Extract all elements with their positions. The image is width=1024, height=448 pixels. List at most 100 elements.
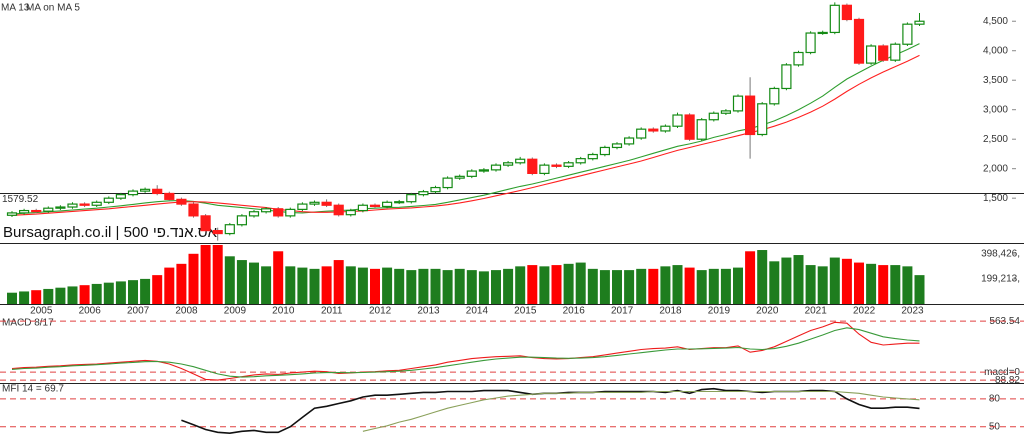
volume-bar <box>854 262 864 304</box>
volume-bar <box>575 262 586 304</box>
candle-body <box>55 206 66 209</box>
candle-body <box>333 204 344 216</box>
volume-bar <box>793 255 804 304</box>
volume-bar <box>805 265 816 304</box>
volume-bar <box>527 265 538 304</box>
candle-body <box>164 192 175 200</box>
volume-bar <box>333 260 344 304</box>
y-tick-label: 3,000 <box>983 104 1008 115</box>
candle-body <box>902 23 913 45</box>
volume-bar <box>454 268 465 304</box>
candle-body <box>321 201 332 206</box>
candle-body <box>527 158 538 175</box>
legend-entry: MA 13 <box>1 3 30 14</box>
volume-bar <box>285 266 296 304</box>
candle-body <box>309 201 320 205</box>
pane-title: MFI 14 = 69.7 <box>2 384 64 395</box>
x-tick-label: 2018 <box>659 306 682 317</box>
candle-body <box>369 204 381 208</box>
candle-body <box>648 128 659 132</box>
x-tick-label: 2005 <box>30 306 53 317</box>
y-tick-label: 4,500 <box>983 16 1008 27</box>
candle-body <box>345 209 356 216</box>
candle-body <box>841 4 853 21</box>
volume-bar <box>176 263 187 304</box>
y-tick-label: 2,000 <box>983 163 1008 174</box>
candle-body <box>79 203 90 206</box>
candle-body <box>406 194 417 203</box>
volume-bar <box>708 268 719 304</box>
volume-bar <box>745 251 756 304</box>
volume-bar <box>624 270 635 304</box>
volume-bar <box>249 262 259 304</box>
candle-body <box>394 201 405 204</box>
x-tick-label: 2020 <box>756 306 779 317</box>
x-tick-label: 2006 <box>79 306 102 317</box>
volume-bar <box>406 270 417 304</box>
volume-bar <box>757 250 768 304</box>
y-tick-label: 2,500 <box>983 134 1008 145</box>
x-tick-label: 2017 <box>611 306 634 317</box>
volume-bar <box>515 266 526 304</box>
volume-bar <box>781 257 792 304</box>
candle-body <box>696 119 707 140</box>
candle-body <box>878 45 889 61</box>
candle-body <box>297 203 308 210</box>
candle-body <box>442 177 453 189</box>
pane-title: MACD 8/17 <box>2 318 54 329</box>
volume-bar <box>829 257 840 304</box>
candle-body <box>212 230 223 235</box>
volume-bar <box>696 270 707 304</box>
candle-body <box>454 175 465 179</box>
candle-body <box>817 31 828 35</box>
candle-body <box>67 203 78 208</box>
y-tick-label: 4,000 <box>983 45 1008 56</box>
candle-body <box>829 4 840 34</box>
candle-body <box>466 170 477 177</box>
volume-bar <box>648 268 659 304</box>
x-tick-label: 2010 <box>272 306 295 317</box>
candle-body <box>43 207 54 212</box>
volume-bar <box>273 251 284 304</box>
candle-body <box>248 211 260 217</box>
volume-bar <box>188 253 199 304</box>
volume-bar <box>478 271 489 304</box>
candle-body <box>478 169 489 172</box>
volume-bar <box>866 263 877 304</box>
volume-bar <box>636 268 647 304</box>
x-tick-label: 2013 <box>417 306 440 317</box>
watermark: Bursagraph.co.il | אס.אנד.פי 500 <box>3 224 218 241</box>
volume-bar <box>212 245 223 304</box>
volume-bar <box>430 268 441 304</box>
volume-bar <box>817 266 828 304</box>
candle-body <box>140 188 151 192</box>
volume-bar <box>612 270 622 304</box>
candle-body <box>890 43 901 61</box>
candle-body <box>382 201 393 208</box>
volume-bar <box>140 278 151 304</box>
y-tick-label: 199,213, <box>981 274 1020 285</box>
candle-body <box>91 201 102 206</box>
candle-body <box>200 215 211 232</box>
volume-bar <box>103 282 114 304</box>
volume-bar <box>128 280 138 304</box>
volume-bar <box>357 267 368 304</box>
candle-body <box>236 215 247 226</box>
candle-body <box>115 194 127 199</box>
y-tick-label: 1,500 <box>983 193 1008 204</box>
x-tick-label: 2023 <box>901 306 924 317</box>
volume-bar <box>370 268 380 304</box>
candle-body <box>757 103 768 136</box>
volume-bar <box>309 268 320 304</box>
volume-bar <box>31 290 42 304</box>
volume-bar <box>878 265 889 304</box>
volume-bar <box>152 275 163 304</box>
candle-body <box>853 18 865 64</box>
legend-entry: MA on MA 5 <box>26 3 80 14</box>
candle-body <box>684 114 695 140</box>
volume-bar <box>345 266 356 304</box>
volume-bar <box>200 245 211 304</box>
x-tick-label: 2014 <box>466 306 489 317</box>
candle-body <box>357 204 368 212</box>
volume-bar <box>19 291 30 304</box>
